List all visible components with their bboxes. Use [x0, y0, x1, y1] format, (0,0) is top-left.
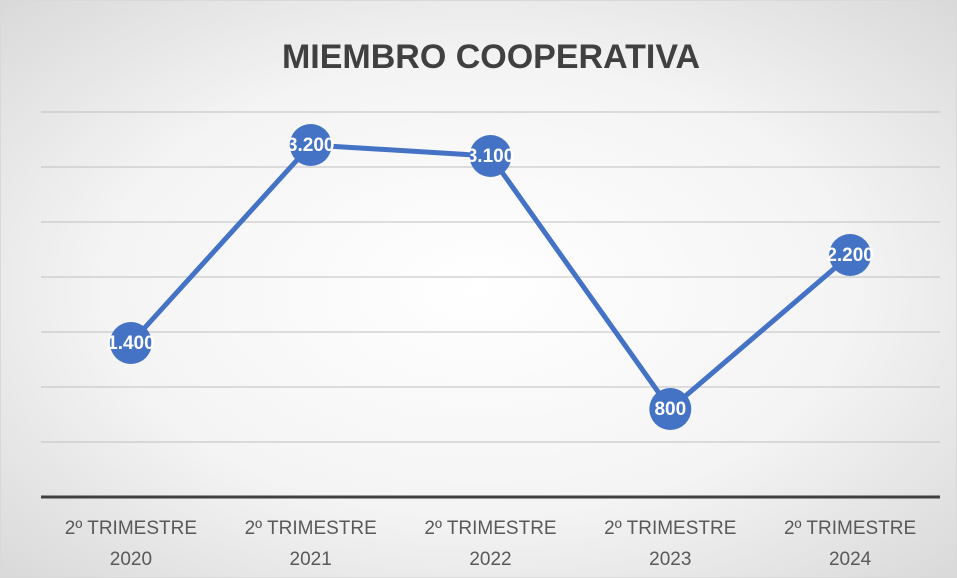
x-tick-label: 2º TRIMESTRE 2020	[64, 518, 197, 570]
marker	[469, 135, 512, 177]
x-tick-label: 2º TRIMESTRE 2021	[244, 518, 377, 570]
data-label: 3.100	[467, 146, 515, 167]
marker	[109, 322, 152, 364]
x-tick-label: 2º TRIMESTRE 2024	[783, 518, 917, 570]
marker	[289, 124, 332, 166]
x-tick-label: 2º TRIMESTRE 2023	[604, 518, 737, 570]
data-label: 2.200	[826, 245, 874, 266]
x-tick-label: 2º TRIMESTRE 2022	[424, 518, 557, 570]
data-label: 800	[654, 399, 686, 420]
chart-title: MIEMBRO COOPERATIVA	[282, 38, 700, 76]
marker	[649, 388, 692, 430]
marker	[829, 234, 872, 276]
data-label: 3.200	[287, 135, 335, 156]
data-label: 1.400	[107, 333, 155, 354]
